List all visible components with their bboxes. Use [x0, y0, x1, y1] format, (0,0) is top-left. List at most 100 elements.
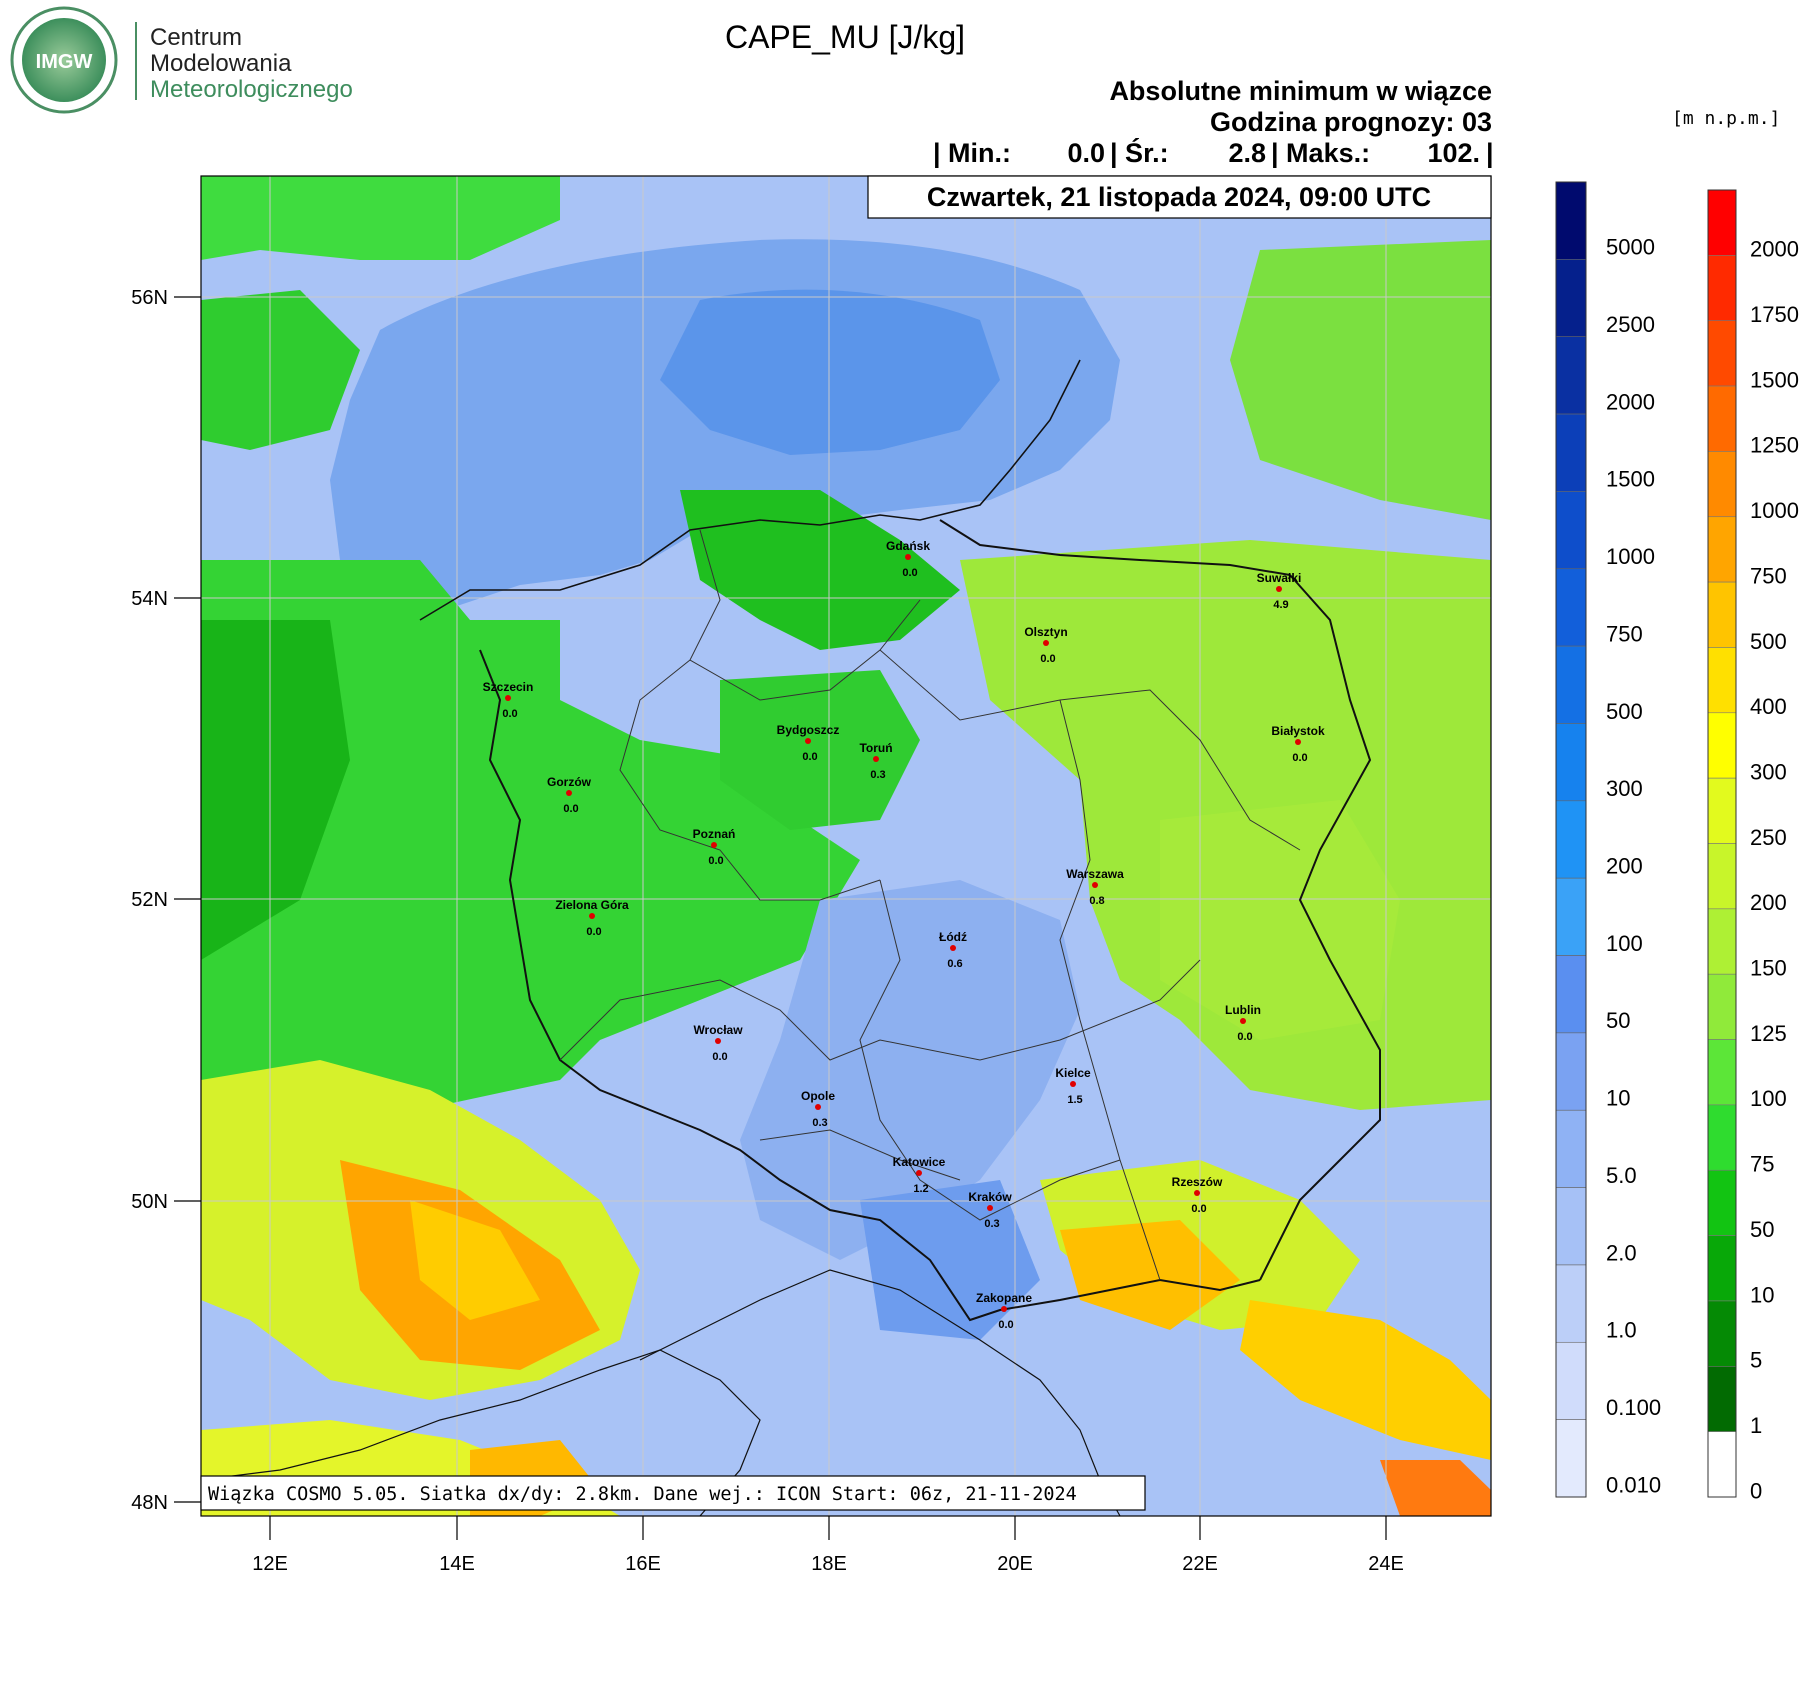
elevation-unit-label: [m n.p.m.]: [1672, 108, 1780, 129]
elevation-colorbar-segment: [1707, 1366, 1737, 1432]
cape-scale-label: 1.0: [1606, 1318, 1637, 1343]
elevation-scale-label: 750: [1750, 563, 1787, 588]
city-torun: Toruń 0.3: [859, 741, 892, 781]
coastline-south-baltic: [419, 359, 1081, 621]
city-katowice: Katowice 1.2: [893, 1155, 946, 1195]
city-value: 0.0: [902, 567, 917, 579]
city-name: Warszawa: [1066, 867, 1124, 881]
stat-max-value: 102.: [1427, 138, 1480, 168]
elevation-colorbar-segment: [1707, 189, 1737, 256]
green-field-west: [201, 560, 860, 1140]
cape-colorbar-segment: [1555, 413, 1587, 492]
map-frame: [200, 175, 1492, 1517]
city-dot: [1276, 586, 1282, 592]
lon-label-24e: 24E: [1368, 1553, 1404, 1575]
city-value: 0.0: [1292, 752, 1307, 764]
elevation-scale-label: 1500: [1750, 367, 1799, 392]
elevation-scale-label: 500: [1750, 629, 1787, 654]
elevation-colorbar-segment: [1707, 451, 1737, 518]
elevation-colorbar-segment: [1707, 1431, 1737, 1498]
longitude-axis: 12E 14E 16E 18E 20E 22E 24E: [252, 1516, 1404, 1575]
green-field-north-strip: [201, 176, 560, 260]
city-rzeszow: Rzeszów 0.0: [1172, 1175, 1223, 1215]
border-kaliningrad: [939, 519, 1291, 576]
cape-scale-label: 750: [1606, 621, 1643, 646]
city-dot: [711, 842, 717, 848]
cape-scale-label: 5000: [1606, 235, 1655, 260]
elevation-colorbar-segment: [1707, 777, 1737, 844]
stat-end-bar: |: [1486, 138, 1494, 168]
lat-label-54n: 54N: [131, 588, 168, 610]
city-zielona-gora: Zielona Góra 0.0: [555, 898, 629, 938]
cape-colorbar-frame: [1555, 181, 1587, 1498]
city-name: Opole: [801, 1089, 835, 1103]
border-slovakia: [639, 1269, 1121, 1516]
city-dot: [505, 695, 511, 701]
cape-scale-label: 2500: [1606, 312, 1655, 337]
voivodeship-border-7: [759, 1129, 961, 1181]
elevation-scale-label: 1: [1750, 1413, 1762, 1438]
cape-colorbar: 5000 2500 2000 1500 1000 750 500 300 200 100 50 10 5…: [1555, 181, 1661, 1498]
voivodeship-border-3: [879, 649, 1301, 851]
elevation-scale-label: 150: [1750, 956, 1787, 981]
logo-line-1: Centrum: [150, 24, 242, 51]
model-info-text: Wiązka COSMO 5.05. Siatka dx/dy: 2.8km. …: [208, 1484, 1077, 1505]
cape-scale-label: 50: [1606, 1008, 1630, 1033]
graticule: [201, 176, 1491, 1516]
elevation-scale-label: 300: [1750, 759, 1787, 784]
map-field: Gdańsk 0.0 Suwałki 4.9 Olsztyn 0.0 Szczecin 0.0…: [201, 176, 1491, 1516]
elevation-scale-label: 10: [1750, 1282, 1774, 1307]
yellow-core-southwest: [410, 1200, 540, 1320]
elevation-colorbar-segment: [1707, 1169, 1737, 1236]
city-value: 0.0: [1191, 1203, 1206, 1215]
elevation-scale-label: 1750: [1750, 302, 1799, 327]
stat-avg-label: | Śr.:: [1110, 137, 1169, 168]
city-dot: [987, 1205, 993, 1211]
city-gorzow: Gorzów 0.0: [547, 775, 592, 815]
cape-colorbar-segment: [1555, 800, 1587, 879]
city-name: Gdańsk: [886, 539, 930, 553]
city-name: Zielona Góra: [555, 898, 629, 912]
city-name: Olsztyn: [1024, 625, 1067, 639]
elevation-colorbar-segment: [1707, 647, 1737, 714]
stat-min-value: 0.0: [1067, 138, 1105, 168]
cape-colorbar-segment: [1555, 955, 1587, 1034]
cape-colorbar-segment: [1555, 1187, 1587, 1266]
city-dot: [1092, 882, 1098, 888]
city-name: Białystok: [1271, 724, 1325, 738]
elevation-colorbar: 2000175015001250100075050040030025020015…: [1707, 189, 1799, 1503]
voivodeship-borders: [559, 529, 1301, 1281]
elevation-scale-label: 100: [1750, 1086, 1787, 1111]
elevation-scale-label: 400: [1750, 694, 1787, 719]
city-krakow: Kraków 0.3: [968, 1190, 1012, 1230]
elevation-scale-label: 125: [1750, 1021, 1787, 1046]
sea-deep-region: [660, 289, 1000, 455]
stat-min-label: | Min.:: [933, 138, 1011, 168]
elevation-scale-label: 1000: [1750, 498, 1799, 523]
city-value: 0.8: [1089, 895, 1104, 907]
orange-field-southeast: [1060, 1220, 1240, 1330]
elevation-colorbar-segment: [1707, 712, 1737, 779]
cape-scale-label: 1000: [1606, 544, 1655, 569]
city-value: 0.6: [947, 958, 962, 970]
green-field-gdansk: [680, 490, 960, 650]
stat-avg-value: 2.8: [1228, 138, 1266, 168]
subtitle-line-1: Absolutne minimum w wiązce: [1109, 76, 1492, 106]
border-east: [1259, 574, 1381, 1281]
logo-badge-text: IMGW: [36, 51, 93, 73]
city-wroclaw: Wrocław 0.0: [693, 1023, 743, 1063]
city-olsztyn: Olsztyn 0.0: [1024, 625, 1067, 665]
lon-label-12e: 12E: [252, 1553, 288, 1575]
city-value: 0.0: [1237, 1031, 1252, 1043]
city-name: Kraków: [968, 1190, 1012, 1204]
elevation-colorbar-segment: [1707, 581, 1737, 648]
city-name: Poznań: [693, 827, 736, 841]
cape-scale-label: 0.010: [1606, 1472, 1661, 1497]
blue-field-tatra: [860, 1180, 1040, 1340]
logo-line-3: Meteorologicznego: [150, 76, 353, 103]
logo-line-2: Modelowania: [150, 50, 292, 77]
cape-scale-label: 300: [1606, 776, 1643, 801]
elevation-colorbar-segment: [1707, 255, 1737, 322]
city-value: 0.0: [708, 855, 723, 867]
